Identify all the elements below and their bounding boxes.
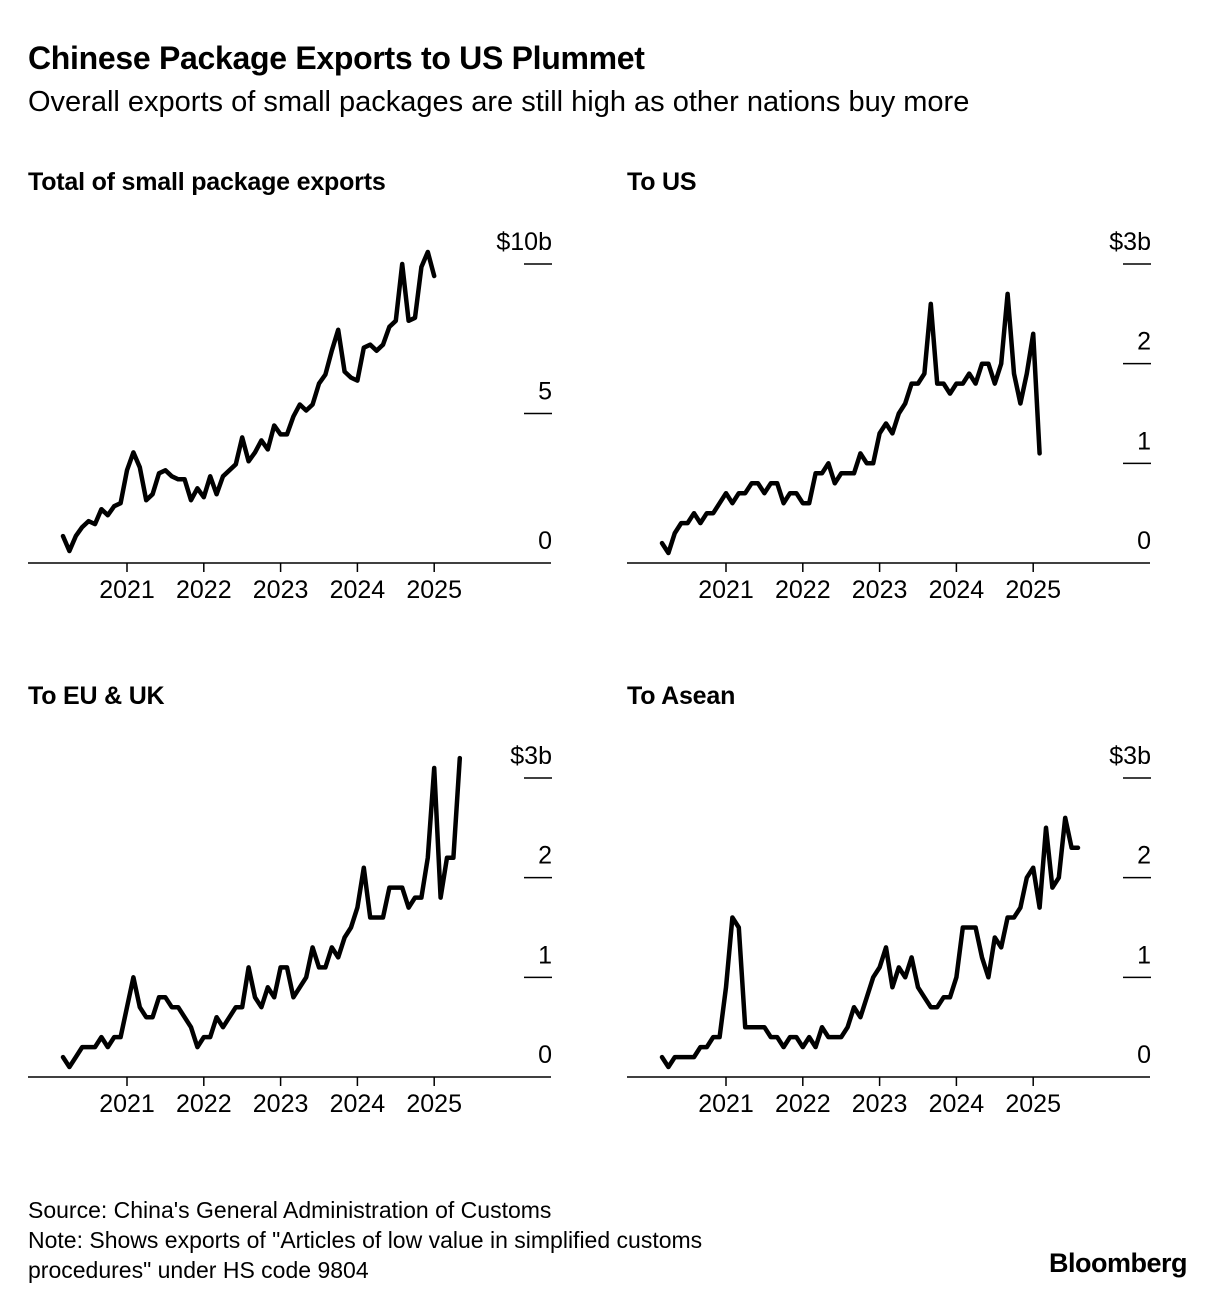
chart-panel-eu-uk: To EU & UK 0 1 2 $3b 2021 2022 2023 2024 2025 xyxy=(28,682,628,1162)
series-line xyxy=(60,249,437,554)
chart-svg: 0 1 2 $3b 2021 2022 2023 2024 2025 xyxy=(627,742,1151,1118)
x-tick-label: 2022 xyxy=(176,1090,232,1118)
x-tick-label: 2025 xyxy=(1005,576,1061,604)
y-tick-label: 0 xyxy=(538,1041,552,1069)
page-title: Chinese Package Exports to US Plummet xyxy=(28,40,645,76)
x-tick-label: 2024 xyxy=(330,576,386,604)
chart-panel-us: To US 0 1 2 $3b 2021 2022 2023 2024 2025 xyxy=(627,168,1225,648)
x-tick-label: 2023 xyxy=(852,1090,908,1118)
y-tick-label: 2 xyxy=(1137,842,1151,870)
x-tick-label: 2024 xyxy=(929,576,985,604)
chart-panel-asean: To Asean 0 1 2 $3b 2021 2022 2023 2024 2025 xyxy=(627,682,1225,1162)
brand-logo: Bloomberg xyxy=(1048,1248,1188,1278)
y-tick-label: $3b xyxy=(1109,742,1151,770)
x-tick-label: 2022 xyxy=(176,576,232,604)
y-tick-label: 1 xyxy=(538,941,552,969)
y-tick-label: 0 xyxy=(538,527,552,555)
x-tick-label: 2023 xyxy=(253,576,309,604)
x-tick-label: 2025 xyxy=(1005,1090,1061,1118)
chart-footer: Source: China's General Administration o… xyxy=(28,1195,702,1285)
chart-title: To Asean xyxy=(627,682,736,710)
x-tick-label: 2021 xyxy=(698,1090,754,1118)
y-tick-label: 5 xyxy=(538,378,552,406)
y-tick-label: 2 xyxy=(538,842,552,870)
x-tick-label: 2025 xyxy=(406,1090,462,1118)
x-tick-label: 2024 xyxy=(330,1090,386,1118)
series-line xyxy=(60,755,463,1070)
y-tick-label: 2 xyxy=(1137,328,1151,356)
chart-title: To EU & UK xyxy=(28,682,165,710)
method-note-line-1: Note: Shows exports of "Articles of low … xyxy=(28,1227,703,1253)
series-line xyxy=(659,815,1081,1070)
method-note-line-2: procedures" under HS code 9804 xyxy=(28,1257,369,1283)
x-tick-label: 2021 xyxy=(99,576,155,604)
x-tick-label: 2024 xyxy=(929,1090,985,1118)
chart-svg: 0 1 2 $3b 2021 2022 2023 2024 2025 xyxy=(627,228,1151,604)
y-tick-label: 1 xyxy=(1137,427,1151,455)
x-tick-label: 2025 xyxy=(406,576,462,604)
y-tick-label: 0 xyxy=(1137,1041,1151,1069)
y-tick-label: $3b xyxy=(510,742,552,770)
y-tick-label: 1 xyxy=(1137,941,1151,969)
series-line xyxy=(659,291,1042,556)
y-tick-label: $3b xyxy=(1109,228,1151,256)
chart-title: Total of small package exports xyxy=(28,168,386,196)
chart-title: To US xyxy=(627,168,697,196)
y-tick-label: 0 xyxy=(1137,527,1151,555)
chart-svg: 0 1 2 $3b 2021 2022 2023 2024 2025 xyxy=(28,742,552,1118)
x-tick-label: 2021 xyxy=(99,1090,155,1118)
x-tick-label: 2023 xyxy=(852,576,908,604)
chart-svg: 0 5 $10b 2021 2022 2023 2024 2025 xyxy=(28,228,552,604)
x-tick-label: 2023 xyxy=(253,1090,309,1118)
page-subtitle: Overall exports of small packages are st… xyxy=(28,86,970,118)
x-tick-label: 2022 xyxy=(775,1090,831,1118)
x-tick-label: 2021 xyxy=(698,576,754,604)
x-tick-label: 2022 xyxy=(775,576,831,604)
chart-panel-total: Total of small package exports 0 5 $10b 202… xyxy=(28,168,628,648)
y-tick-label: $10b xyxy=(496,228,552,256)
source-note: Source: China's General Administration o… xyxy=(28,1197,552,1223)
